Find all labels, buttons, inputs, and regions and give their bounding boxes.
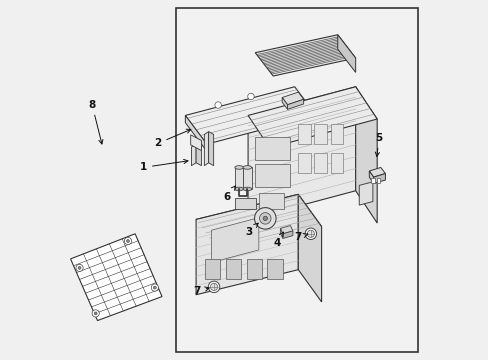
Circle shape (214, 102, 221, 108)
Text: 1: 1 (140, 159, 187, 172)
Polygon shape (185, 116, 206, 151)
Circle shape (247, 93, 254, 100)
Circle shape (259, 213, 270, 224)
Polygon shape (282, 98, 287, 109)
Polygon shape (208, 132, 213, 166)
Circle shape (92, 310, 99, 317)
Bar (234, 167, 243, 189)
Text: 2: 2 (154, 129, 190, 148)
Circle shape (153, 286, 156, 289)
Polygon shape (359, 182, 372, 205)
Ellipse shape (243, 187, 251, 191)
Polygon shape (211, 218, 258, 262)
Bar (225, 259, 241, 279)
Polygon shape (280, 226, 292, 234)
Polygon shape (287, 99, 303, 109)
Polygon shape (282, 92, 303, 105)
Bar (243, 167, 251, 189)
Polygon shape (196, 144, 201, 166)
Polygon shape (280, 228, 282, 238)
Polygon shape (368, 167, 385, 177)
Ellipse shape (243, 166, 251, 169)
Text: 7: 7 (193, 286, 209, 296)
Bar (371, 178, 374, 183)
Bar (314, 153, 326, 173)
Bar (254, 137, 290, 160)
Circle shape (151, 284, 158, 291)
Polygon shape (196, 194, 321, 252)
Polygon shape (247, 87, 355, 220)
Bar (298, 153, 310, 173)
Polygon shape (70, 234, 162, 320)
Circle shape (78, 266, 81, 269)
Bar (267, 259, 282, 279)
Text: 5: 5 (374, 133, 382, 157)
Polygon shape (196, 194, 298, 295)
Text: 3: 3 (244, 223, 258, 237)
Ellipse shape (234, 166, 243, 169)
Polygon shape (337, 35, 355, 72)
Bar (376, 178, 380, 183)
Circle shape (208, 281, 219, 293)
Polygon shape (298, 194, 321, 302)
Circle shape (305, 228, 316, 239)
Bar (330, 153, 343, 173)
Bar (175, 8, 418, 352)
Polygon shape (185, 87, 316, 144)
Circle shape (124, 237, 131, 244)
Circle shape (263, 216, 267, 221)
Circle shape (254, 208, 276, 229)
Bar (235, 198, 255, 209)
Polygon shape (373, 174, 385, 184)
Ellipse shape (234, 187, 243, 191)
Circle shape (94, 312, 97, 315)
Circle shape (76, 264, 83, 271)
Polygon shape (355, 87, 376, 223)
Circle shape (210, 283, 217, 291)
Bar (298, 125, 310, 144)
Polygon shape (255, 35, 355, 76)
Polygon shape (282, 231, 292, 238)
Polygon shape (368, 171, 373, 184)
Text: 8: 8 (88, 100, 102, 144)
Bar (254, 164, 290, 187)
Circle shape (306, 230, 314, 237)
Polygon shape (204, 132, 208, 166)
Text: 6: 6 (223, 186, 235, 202)
Text: 4: 4 (272, 232, 283, 248)
Bar (258, 193, 284, 209)
Circle shape (126, 239, 129, 242)
Bar (330, 125, 343, 144)
Polygon shape (191, 144, 196, 166)
Text: 7: 7 (294, 232, 307, 242)
Bar (204, 259, 220, 279)
Polygon shape (247, 87, 376, 148)
Bar (314, 125, 326, 144)
Polygon shape (190, 135, 201, 150)
Bar (246, 259, 261, 279)
